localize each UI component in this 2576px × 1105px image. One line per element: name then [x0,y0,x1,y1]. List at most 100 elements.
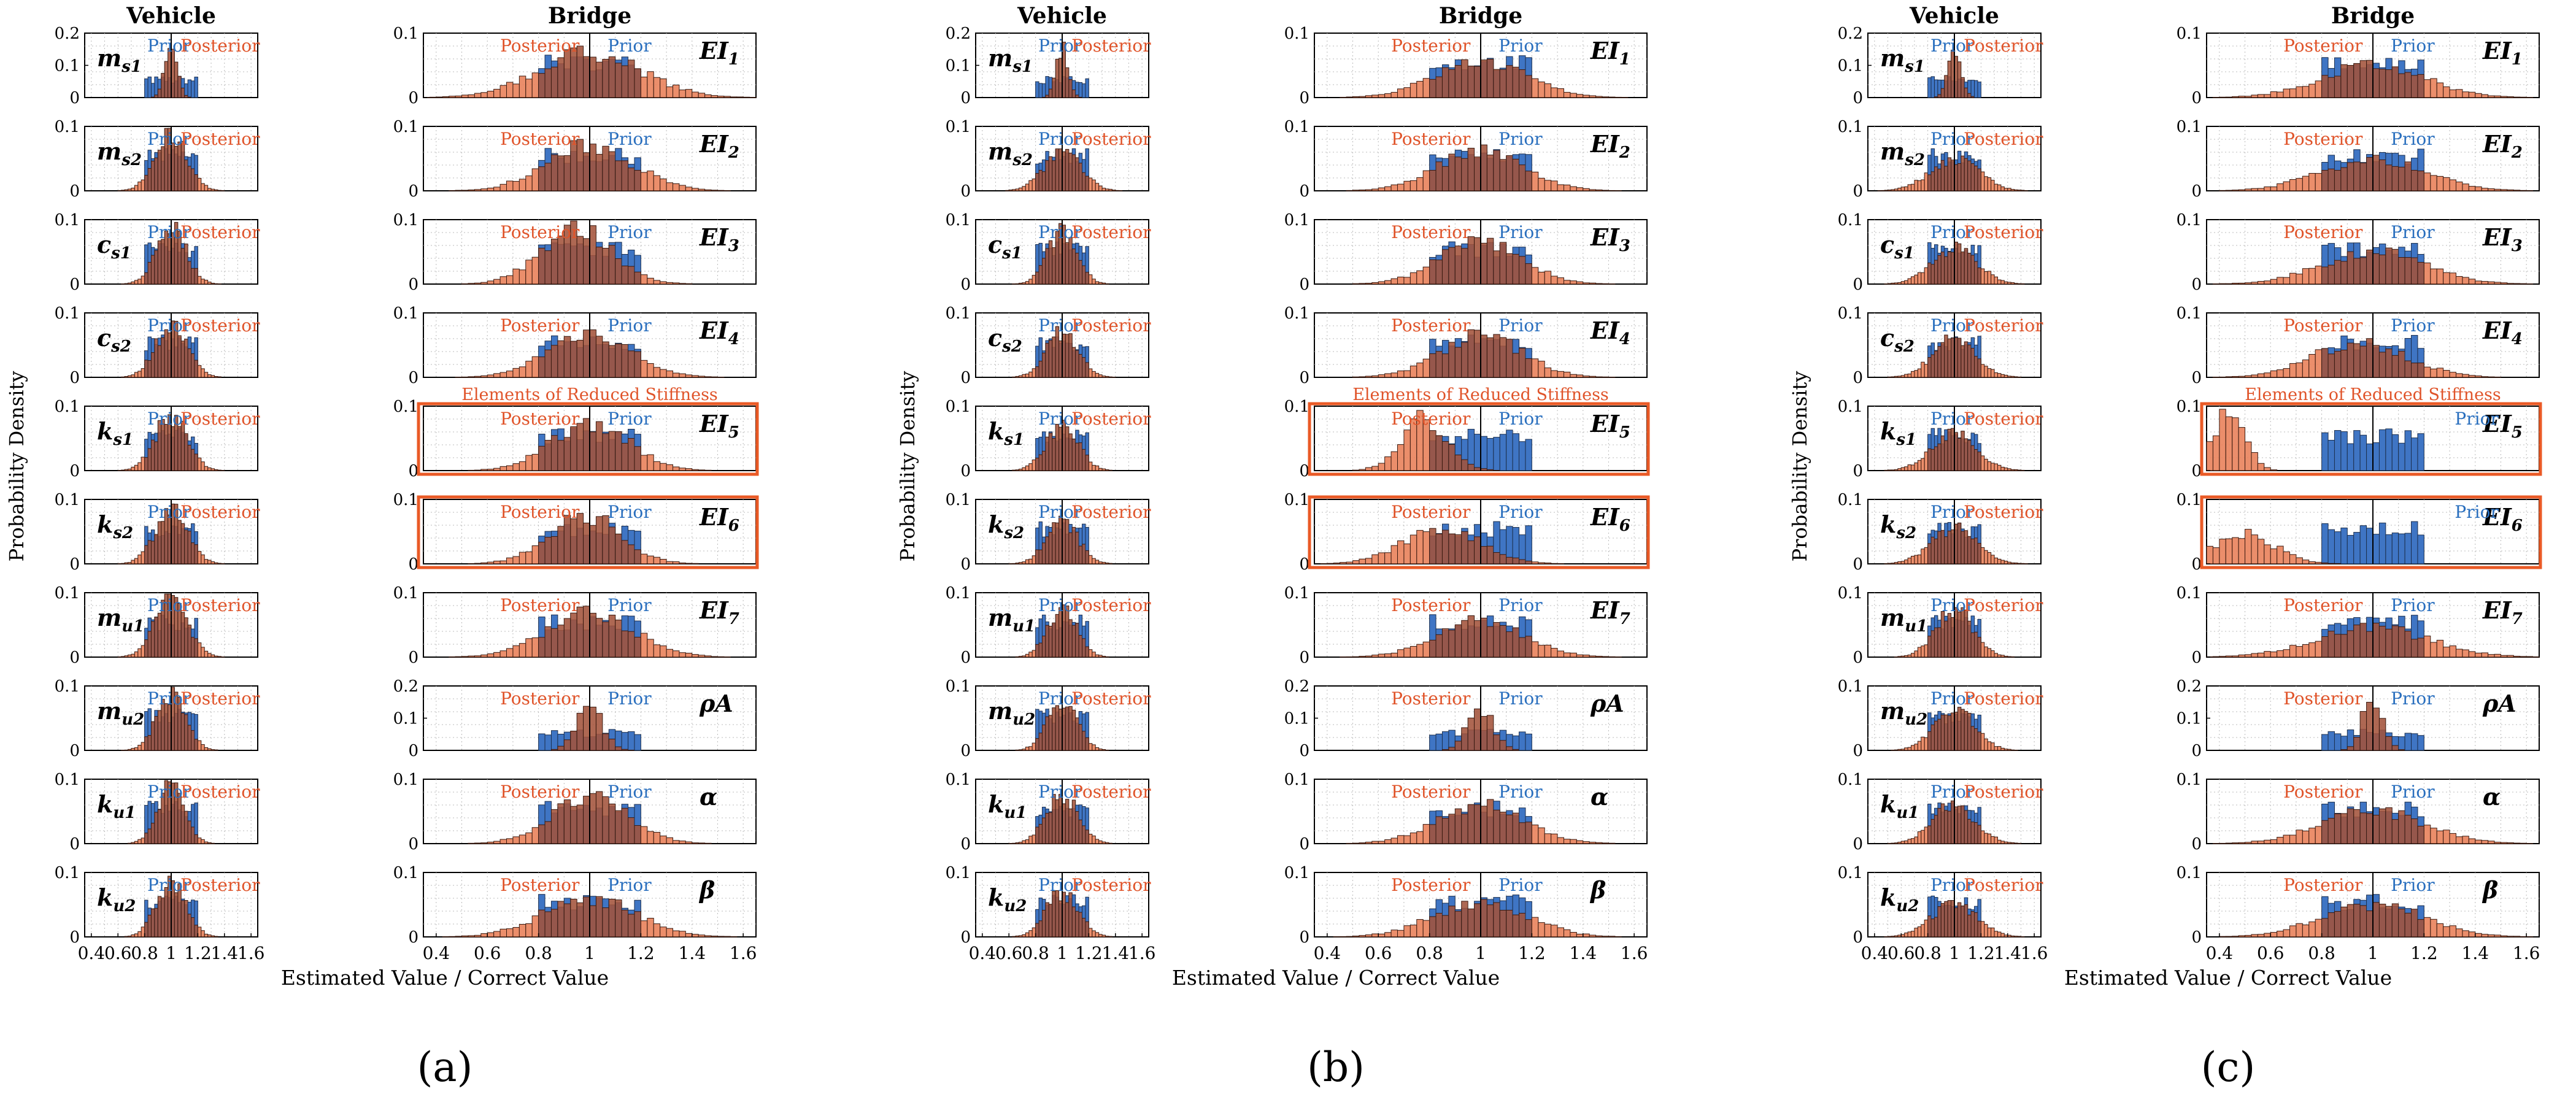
posterior-bar [180,712,185,751]
posterior-bar [1435,533,1443,564]
posterior-bar [1025,747,1030,751]
prior-bar [2321,734,2329,751]
prior-bar [1525,439,1532,471]
prior-label: Prior [2391,782,2435,802]
posterior-bar [1012,563,1016,564]
posterior-bar [1927,636,1932,658]
posterior-bar [493,373,501,378]
posterior-bar [2007,749,2011,751]
posterior-bar [1917,554,1922,564]
posterior-bar [1078,724,1083,751]
parameter-label: EI7 [1590,596,1630,628]
x-tick-label: 1.4 [1570,943,1597,963]
posterior-bar [2378,69,2386,98]
posterior-bar [1352,190,1360,191]
y-tick-label: 0.1 [1838,211,1863,229]
posterior-bar [1101,468,1106,471]
posterior-bar [1397,276,1405,285]
posterior-bar [1032,650,1036,658]
posterior-bar [1557,277,1564,285]
posterior-bar [1065,426,1070,471]
posterior-bar [1025,281,1030,285]
posterior-bar [1557,371,1564,378]
y-tick-label: 0 [69,369,80,387]
posterior-bar [131,281,135,285]
posterior-bar [2417,825,2424,844]
posterior-bar [1974,449,1978,471]
posterior-bar [2385,906,2393,938]
posterior-bar [499,466,507,471]
posterior-label: Posterior [1964,409,2043,429]
posterior-bar [1101,375,1106,378]
posterior-bar [184,529,188,564]
posterior-bar [449,96,456,98]
posterior-bar [1397,540,1405,564]
posterior-bar [2308,642,2316,658]
posterior-bar [1934,446,1938,471]
prior-label: Prior [2391,36,2435,56]
posterior-bar [1365,189,1373,191]
posterior-bar [2327,818,2335,844]
posterior-bar [1035,738,1039,751]
posterior-bar [2315,918,2323,938]
posterior-bar [1991,836,1995,844]
y-tick-label: 0 [408,928,418,947]
posterior-bar [150,352,155,378]
posterior-bar [2404,815,2412,844]
posterior-bar [2225,190,2233,191]
posterior-bar [1071,154,1076,191]
posterior-bar [2462,183,2469,191]
posterior-bar [1544,368,1552,378]
posterior-bar [1924,452,1929,471]
parameter-label: ku2 [97,884,136,915]
posterior-bar [2225,936,2233,938]
posterior-bar [679,468,686,471]
posterior-bar [480,933,488,938]
parameter-label: cs2 [97,324,131,356]
posterior-bar [1930,171,1935,191]
posterior-bar [2302,560,2310,564]
posterior-bar [506,465,514,471]
posterior-bar [1429,79,1436,98]
posterior-bar [1365,558,1373,564]
posterior-bar [576,423,584,471]
posterior-bar [512,368,520,378]
posterior-bar [1897,468,1902,471]
posterior-bar [1390,91,1398,98]
posterior-bar [525,638,533,658]
posterior-bar [1052,247,1056,285]
posterior-bar [1944,536,1948,564]
posterior-bar [2206,545,2213,564]
x-tick-label: 1.6 [1621,943,1648,963]
posterior-bar [1937,906,1942,938]
posterior-bar [1108,469,1113,471]
posterior-bar [2257,539,2265,564]
posterior-bar [512,463,520,471]
posterior-bar [1970,726,1975,751]
posterior-bar [147,735,152,751]
posterior-bar [1015,656,1019,658]
posterior-bar [1570,374,1577,378]
posterior-bar [1944,901,1948,938]
posterior-bar [1907,464,1911,471]
posterior-bar [1403,370,1411,378]
prior-label: Prior [147,315,191,336]
prior-label: Prior [1498,222,1543,242]
y-tick-label: 0 [1299,928,1309,947]
posterior-bar [544,911,552,938]
posterior-bar [2232,936,2239,938]
posterior-bar [2430,175,2437,191]
posterior-bar [1019,842,1023,844]
posterior-bar [1101,656,1106,658]
posterior-bar [1997,373,2002,378]
posterior-bar [154,812,158,844]
posterior-label: Posterior [1071,875,1151,895]
posterior-bar [1961,805,1965,844]
x-tick-label: 1.6 [2513,943,2540,963]
posterior-bar [2283,277,2290,285]
posterior-bar [1997,839,2002,844]
posterior-bar [1499,812,1507,844]
posterior-bar [1570,932,1577,938]
posterior-bar [1519,164,1526,191]
prior-bar [2411,521,2418,564]
